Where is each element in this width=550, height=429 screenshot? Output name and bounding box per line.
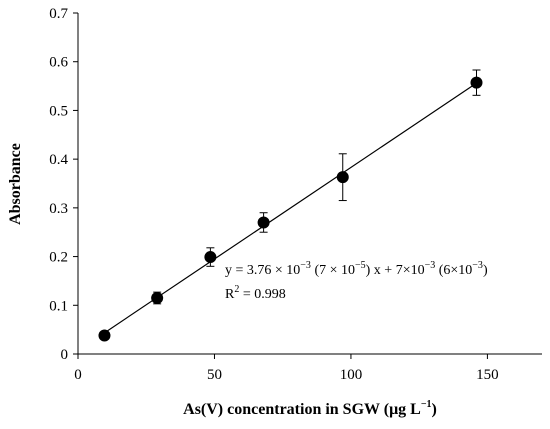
data-point — [336, 171, 349, 184]
regression-equation: y = 3.76 × 10−3 (7 × 10−5) x + 7×10−3 (6… — [225, 260, 488, 278]
data-point — [204, 251, 217, 264]
y-tick-label: 0.7 — [49, 6, 68, 22]
axes — [77, 13, 542, 355]
data-points — [98, 76, 483, 342]
data-point — [151, 291, 164, 304]
regression-line — [104, 82, 477, 334]
y-tick-label: 0.1 — [49, 298, 68, 314]
y-tick-label: 0.3 — [49, 201, 68, 217]
data-point — [98, 329, 111, 342]
y-axis-ticks: 0 0.1 0.2 0.3 0.4 0.5 0.6 0.7 — [49, 6, 78, 363]
data-point — [257, 216, 270, 229]
y-tick-label: 0.4 — [49, 152, 68, 168]
r-squared-label: R2 = 0.998 — [225, 284, 286, 302]
x-tick-label: 50 — [207, 367, 222, 383]
x-tick-label: 0 — [74, 367, 82, 383]
x-tick-label: 100 — [340, 367, 363, 383]
x-tick-label: 150 — [476, 367, 499, 383]
x-axis-ticks: 0 50 100 150 — [74, 354, 499, 383]
x-axis-title: As(V) concentration in SGW (μg L−1) — [183, 399, 437, 418]
y-tick-label: 0 — [61, 347, 69, 363]
data-point — [470, 76, 483, 89]
y-axis-title: Absorbance — [7, 143, 24, 225]
y-tick-label: 0.6 — [49, 55, 68, 71]
y-tick-label: 0.2 — [49, 250, 68, 266]
y-tick-label: 0.5 — [49, 103, 68, 119]
